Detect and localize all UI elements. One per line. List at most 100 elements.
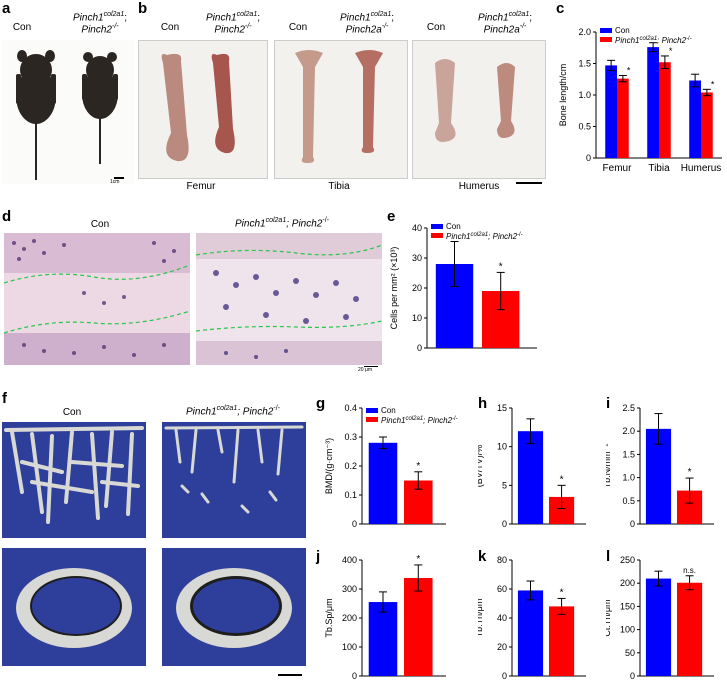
panel-label-d: d	[2, 208, 12, 225]
panel-b-scale-bar	[516, 182, 542, 184]
y-tick-label: 1.0	[578, 90, 591, 100]
y-tick-label: 0	[352, 671, 357, 681]
y-tick-label: 20	[497, 642, 507, 652]
y-axis-label: Cells per mm² (×10³)	[389, 247, 399, 330]
panel-d-mut-label: Pinch1col2a1; Pinch2-/-	[235, 217, 329, 230]
y-tick-label: 0	[502, 519, 507, 529]
panel-label-g: g	[316, 395, 326, 412]
significance-marker: *	[560, 587, 564, 598]
significance-marker: *	[499, 261, 503, 272]
panel-f-con-cortical	[2, 548, 146, 666]
y-tick-label: 100	[342, 642, 357, 652]
y-tick-label: 100	[620, 625, 635, 635]
panel-d-con-label: Con	[90, 219, 110, 230]
bar-mut	[659, 62, 671, 158]
bar-con	[645, 578, 672, 676]
y-tick-label: 300	[342, 584, 357, 594]
bar-con	[368, 442, 398, 524]
panel-label-f: f	[2, 390, 7, 407]
y-tick-label: 15	[497, 403, 507, 413]
bar-con	[517, 431, 544, 524]
panel-label-a: a	[2, 0, 11, 17]
x-tick-label: Tibia	[648, 163, 670, 174]
y-axis-label: (BV/TV)/%	[478, 445, 484, 488]
y-tick-label: 200	[342, 613, 357, 623]
panel-f-mut-label: Pinch1col2a1; Pinch2-/-	[186, 405, 280, 418]
cortical-ring-con	[16, 568, 132, 648]
bar-mut	[404, 577, 433, 676]
legend-swatch-mut	[366, 417, 378, 422]
panel-a-con-label: Con	[12, 22, 32, 33]
y-tick-label: 10	[497, 442, 507, 452]
y-tick-label: 250	[620, 555, 635, 565]
panel-f-con-label: Con	[62, 407, 82, 418]
growth-plate-histology-con	[4, 233, 190, 365]
significance-marker: *	[560, 474, 564, 485]
significance-marker: n.s.	[683, 566, 696, 575]
y-tick-label: 0	[502, 671, 507, 681]
trabecular-3d-con	[4, 426, 144, 524]
panel-label-i: i	[606, 395, 611, 412]
panel-b-humerus-photo	[412, 40, 546, 179]
bar-con	[368, 602, 398, 676]
significance-marker: *	[416, 461, 420, 472]
bar-con	[645, 428, 672, 524]
y-tick-label: 30	[412, 253, 422, 263]
bone-label-tibia: Tibia	[328, 181, 350, 192]
significance-marker: *	[688, 467, 692, 478]
y-tick-label: 80	[497, 555, 507, 565]
panel-label-h: h	[478, 395, 488, 412]
legend-label-mut: Pinch1col2a1; Pinch2-/-	[381, 416, 458, 425]
significance-marker: *	[627, 65, 631, 75]
y-tick-label: 10	[412, 313, 422, 323]
bar-con	[605, 65, 617, 158]
panel-b-con-femur: Con	[160, 22, 180, 33]
chart-i-tbn: 0 0.5 1.0 1.5 2.0 2.5 Tb.N/mm⁻¹ *	[606, 403, 714, 529]
panel-b-tibia-photo	[274, 40, 408, 179]
panel-a-scale-label: 1cm	[110, 179, 120, 184]
panel-label-b: b	[138, 0, 148, 17]
legend-swatch-con	[431, 224, 443, 229]
bone-label-femur: Femur	[186, 181, 216, 192]
mice-illustration	[16, 50, 124, 180]
y-axis-label: BMD/(g·cm⁻³)	[324, 438, 334, 494]
y-axis-label: Tb.Sp/μm	[324, 598, 334, 637]
panel-b-con-tibia: Con	[288, 22, 308, 33]
y-tick-label: 60	[497, 584, 507, 594]
legend-swatch-con	[600, 28, 612, 33]
legend-label-con: Con	[615, 26, 630, 35]
chart-e-cells-per-mm2: 0 10 20 30 40 Cells per mm² (×10³) * ConPinch1c…	[389, 222, 537, 353]
significance-marker: *	[416, 554, 420, 565]
x-tick-label: Humerus	[681, 163, 722, 174]
panel-b-mut-tibia: Pinch1col2a1; Pinch2a-/-	[340, 11, 394, 36]
y-tick-label: 200	[620, 578, 635, 588]
y-tick-label: 1.5	[578, 59, 591, 69]
y-tick-label: 0.4	[344, 403, 357, 413]
chart-h-bvtv: 0 5 10 15 (BV/TV)/% *	[478, 403, 586, 529]
humerus-bones-illustration	[435, 59, 515, 142]
chart-k-tbth: 0 20 40 60 80 Tb.Th/μm *	[478, 555, 586, 681]
legend-label-mut: Pinch1col2a1; Pinch2-/-	[615, 36, 692, 45]
y-axis-label: Bone length/cm	[558, 64, 568, 127]
y-tick-label: 50	[625, 648, 635, 658]
panel-label-j: j	[316, 548, 321, 565]
y-tick-label: 0	[586, 153, 591, 163]
panel-a-mice-photo: 1cm	[2, 40, 134, 184]
y-tick-label: 1.5	[622, 449, 635, 459]
y-tick-label: 0	[630, 671, 635, 681]
x-tick-label: Femur	[603, 163, 633, 174]
bar-con	[517, 590, 544, 676]
bar-con	[647, 47, 659, 159]
bar-con	[689, 80, 701, 158]
panel-f-mut-cortical	[162, 548, 306, 666]
panel-label-e: e	[387, 208, 396, 225]
panel-f-scale-bar	[278, 674, 302, 676]
chart-g-bmd: 0 0.1 0.2 0.3 0.4 BMD/(g·cm⁻³) * ConPinch1col2a…	[324, 403, 458, 529]
legend-swatch-mut	[431, 233, 443, 238]
y-tick-label: 0	[417, 343, 422, 353]
panel-b-con-humerus: Con	[426, 22, 446, 33]
chart-j-tbsp: 0 100 200 300 400 Tb.Sp/μm *	[324, 554, 446, 681]
y-tick-label: 0.1	[344, 490, 357, 500]
y-axis-label: Tb.Th/μm	[478, 599, 484, 638]
y-tick-label: 0.3	[344, 432, 357, 442]
